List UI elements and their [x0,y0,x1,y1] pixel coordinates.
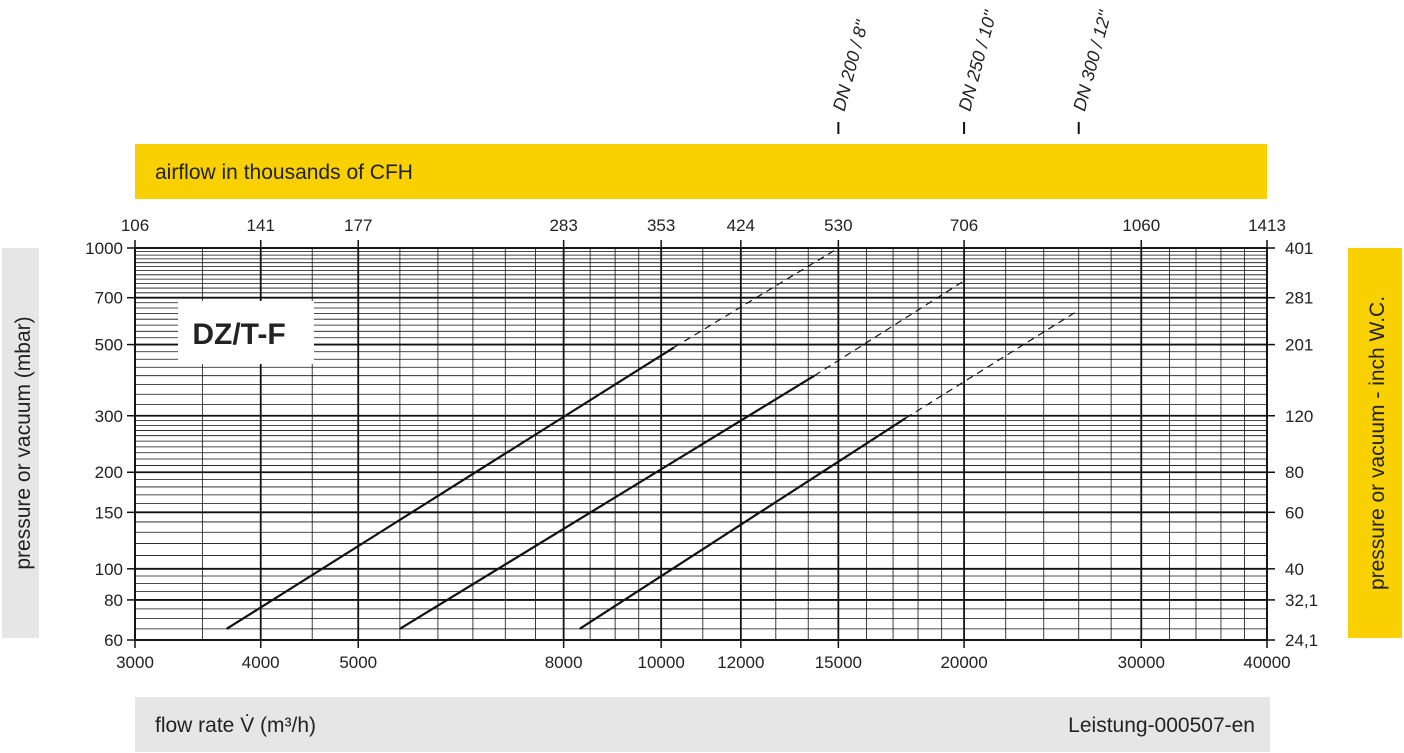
top-axis-title: airflow in thousands of CFH [155,161,413,184]
document-id: Leistung-000507-en [1068,714,1255,737]
x-top-tick-label: 353 [647,216,675,235]
bottom-axis-banner [135,697,1270,752]
axes: 3000 4000 5000 8000 10000 12000 15000 20000 3000… [85,216,1318,672]
y-tick-label-left: 300 [95,407,123,426]
right-ylabel: pressure or vacuum - inch W.C. [1366,296,1389,590]
x-tick-label: 40000 [1243,653,1290,672]
x-tick-label: 4000 [242,653,280,672]
x-top-tick-label: 1413 [1248,216,1286,235]
y-tick-label-right: 281 [1285,289,1313,308]
plot-frame [134,247,1268,641]
series-line-dashed [673,247,839,348]
x-tick-label: 3000 [116,653,154,672]
series-line-dashed [814,280,965,377]
x-tick-label: 5000 [339,653,377,672]
left-ylabel: pressure or vacuum (mbar) [12,316,35,569]
series-line-solid [226,346,675,630]
x-tick-label: 10000 [638,653,685,672]
y-tick-label-left: 500 [95,336,123,355]
x-top-tick-label: 141 [247,216,275,235]
dn-label: DN 250 / 10'' [955,8,1001,113]
series-lines [226,247,1080,630]
y-tick-label-left: 150 [95,503,123,522]
y-tick-label-left: 200 [95,463,123,482]
y-tick-label-left: 700 [95,289,123,308]
x-top-tick-label: 283 [549,216,577,235]
dn-label: DN 300 / 12'' [1069,8,1115,113]
series-line-dashed [905,309,1080,419]
y-tick-label-left: 60 [104,631,123,650]
x-tick-label: 12000 [717,653,764,672]
y-tick-label-left: 100 [95,560,123,579]
x-top-tick-label: 530 [824,216,852,235]
x-top-tick-label: 424 [727,216,755,235]
top-axis-banner [135,144,1267,199]
y-tick-label-right: 40 [1285,560,1304,579]
y-tick-label-right: 24,1 [1285,631,1318,650]
x-top-tick-label: 1060 [1122,216,1160,235]
y-tick-label-left: 1000 [85,239,123,258]
y-tick-label-right: 120 [1285,407,1313,426]
dn-label: DN 200 / 8'' [829,18,873,113]
x-tick-label: 20000 [940,653,987,672]
left-ylabel-band [2,248,39,638]
x-axis-title: flow rate V̇ (m³/h) [155,714,316,737]
x-tick-label: 15000 [815,653,862,672]
x-top-tick-label: 106 [121,216,149,235]
y-tick-label-right: 401 [1285,239,1313,258]
x-tick-label: 8000 [545,653,583,672]
x-tick-label: 30000 [1118,653,1165,672]
x-top-tick-label: 177 [344,216,372,235]
y-tick-label-right: 32,1 [1285,591,1318,610]
model-label-box [178,301,314,364]
series-line-solid [399,374,815,630]
dn-labels: DN 200 / 8'' DN 250 / 10'' DN 300 / 12'' [829,8,1115,134]
series-line-solid [579,417,907,630]
right-ylabel-band [1348,248,1402,638]
y-tick-label-left: 80 [104,591,123,610]
x-top-tick-label: 706 [950,216,978,235]
y-tick-label-right: 201 [1285,336,1313,355]
y-tick-label-right: 80 [1285,463,1304,482]
model-label: DZ/T-F [192,318,285,351]
y-tick-label-right: 60 [1285,503,1304,522]
